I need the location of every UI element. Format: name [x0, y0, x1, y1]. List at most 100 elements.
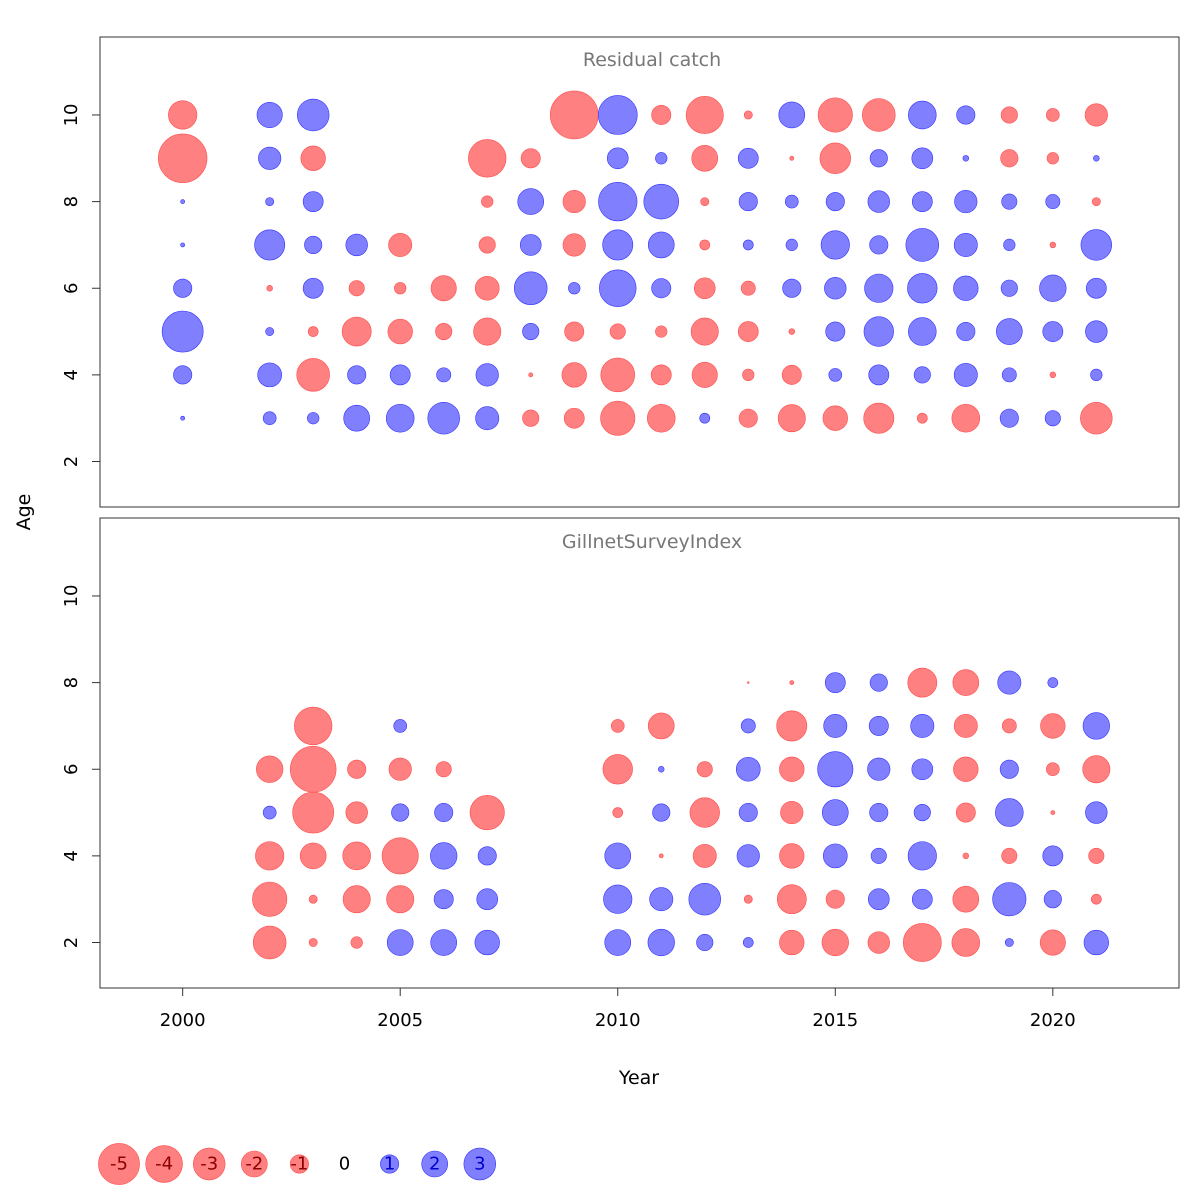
bubble-2006-age-3: [433, 889, 454, 910]
bubble-2006-age-5: [434, 803, 454, 823]
bubble-2013-age-9: [737, 147, 759, 169]
bubble-2000-age-7: [180, 242, 186, 248]
bubble-2021-age-10: [1084, 103, 1108, 127]
bubble-2007-age-8: [481, 195, 494, 208]
bubble-2018-age-10: [956, 105, 976, 125]
bubble-2005-age-4: [389, 364, 411, 386]
bubble-2019-age-6: [999, 759, 1019, 779]
bubble-2018-age-6: [953, 275, 979, 301]
y-tick-label: 8: [61, 677, 82, 688]
bubble-2013-age-4: [742, 368, 755, 381]
bubble-2008-age-7: [519, 234, 542, 256]
bubble-2008-age-4: [528, 372, 534, 378]
bubble-2010-age-5: [612, 807, 624, 818]
bubble-2010-age-6: [602, 754, 633, 785]
bubble-2018-age-5: [955, 802, 976, 823]
bubble-2018-age-8: [952, 669, 980, 696]
bubble-2015-age-2: [821, 928, 849, 957]
legend-bubble-neg5: [98, 1143, 140, 1185]
bubble-2013-age-8: [747, 681, 750, 684]
bubble-2002-age-7: [254, 229, 286, 261]
bubble-2020-age-4: [1049, 371, 1057, 379]
bubble-2010-age-6: [599, 269, 637, 307]
bubble-2003-age-2: [308, 938, 318, 947]
bubble-2021-age-4: [1088, 847, 1105, 864]
bubble-2020-age-10: [1046, 108, 1060, 122]
bubble-2011-age-4: [650, 364, 672, 386]
bubble-2005-age-3: [385, 403, 415, 433]
y-axis-gillnet-survey: 2 4 6 8 10: [61, 585, 101, 948]
bubble-2010-age-7: [610, 719, 625, 733]
legend-label: -3: [200, 1154, 218, 1175]
bubble-2019-age-8: [1001, 193, 1018, 210]
bubble-2002-age-10: [256, 101, 283, 128]
bubble-2021-age-5: [1085, 320, 1108, 343]
legend-label: -5: [110, 1154, 128, 1175]
bubble-2006-age-6: [435, 761, 452, 778]
bubble-2007-age-5: [473, 317, 502, 346]
bubble-2016-age-9: [869, 149, 888, 168]
bubble-2009-age-3: [563, 407, 585, 429]
bubble-2008-age-6: [513, 271, 548, 305]
bubble-2000-age-3: [180, 415, 186, 421]
bubble-2005-age-5: [391, 803, 410, 822]
bubble-2018-age-9: [962, 155, 970, 162]
bubble-2014-age-7: [785, 238, 798, 252]
bubble-2016-age-6: [864, 273, 894, 303]
bubble-2012-age-10: [685, 96, 724, 134]
bubble-2004-age-4: [347, 365, 367, 385]
bubble-2007-age-5: [469, 795, 505, 831]
bubble-2008-age-8: [517, 188, 545, 215]
bubble-2013-age-6: [735, 756, 761, 782]
bubble-2002-age-4: [255, 841, 285, 871]
bubble-2018-age-3: [952, 885, 980, 913]
legend-label: 2: [429, 1154, 440, 1175]
bubble-2013-age-4: [736, 844, 760, 868]
bubble-2014-age-5: [780, 800, 804, 825]
bubble-2020-age-8: [1047, 677, 1059, 688]
size-legend: -5 -4 -3 -2 -1 0 1 2 3: [98, 1143, 497, 1185]
bubble-2019-age-5: [996, 318, 1023, 345]
bubble-2015-age-5: [821, 799, 849, 826]
bubble-2010-age-4: [600, 357, 636, 393]
bubble-2021-age-7: [1080, 229, 1113, 261]
bubble-2013-age-3: [738, 408, 758, 428]
bubble-2002-age-3: [252, 881, 288, 917]
bubble-2010-age-3: [600, 400, 636, 436]
bubble-2013-age-5: [737, 321, 759, 342]
bubble-2017-age-7: [905, 228, 940, 262]
bubble-2017-age-9: [911, 147, 934, 170]
y-axis-title: Age: [13, 494, 35, 531]
bubble-2003-age-6: [289, 746, 337, 793]
bubble-2012-age-6: [696, 761, 713, 778]
bubble-2003-age-5: [307, 326, 319, 337]
panel-title-2: GillnetSurveyIndex: [562, 531, 742, 553]
bubble-2018-age-4: [962, 852, 970, 860]
bubble-2006-age-6: [430, 275, 457, 302]
bubble-2014-age-5: [788, 328, 795, 335]
bubble-2017-age-8: [911, 191, 933, 212]
bubble-2014-age-7: [776, 710, 808, 742]
bubble-2000-age-8: [180, 199, 186, 204]
bubble-2015-age-7: [820, 230, 850, 260]
y-tick-label: 6: [61, 764, 82, 775]
bubble-2018-age-5: [956, 322, 976, 342]
bubble-2007-age-3: [476, 888, 499, 910]
bubble-2017-age-4: [913, 366, 931, 384]
bubble-2014-age-2: [779, 929, 805, 956]
bubble-2000-age-10: [168, 100, 198, 130]
bubble-2011-age-7: [647, 712, 675, 740]
legend-bubble-neg2: [240, 1150, 268, 1178]
bubble-2002-age-4: [257, 362, 282, 388]
bubble-2012-age-4: [692, 843, 717, 868]
bubble-2007-age-4: [477, 846, 497, 866]
y-tick-label: 4: [61, 369, 82, 380]
bubble-2002-age-3: [262, 411, 277, 426]
bubble-2017-age-5: [908, 317, 937, 346]
bubble-2019-age-8: [997, 670, 1022, 695]
bubble-2017-age-4: [907, 841, 937, 871]
bubble-2009-age-5: [564, 321, 585, 342]
bubble-2007-age-2: [474, 929, 500, 956]
bubble-2012-age-5: [689, 797, 720, 828]
bubble-2017-age-7: [910, 713, 935, 738]
